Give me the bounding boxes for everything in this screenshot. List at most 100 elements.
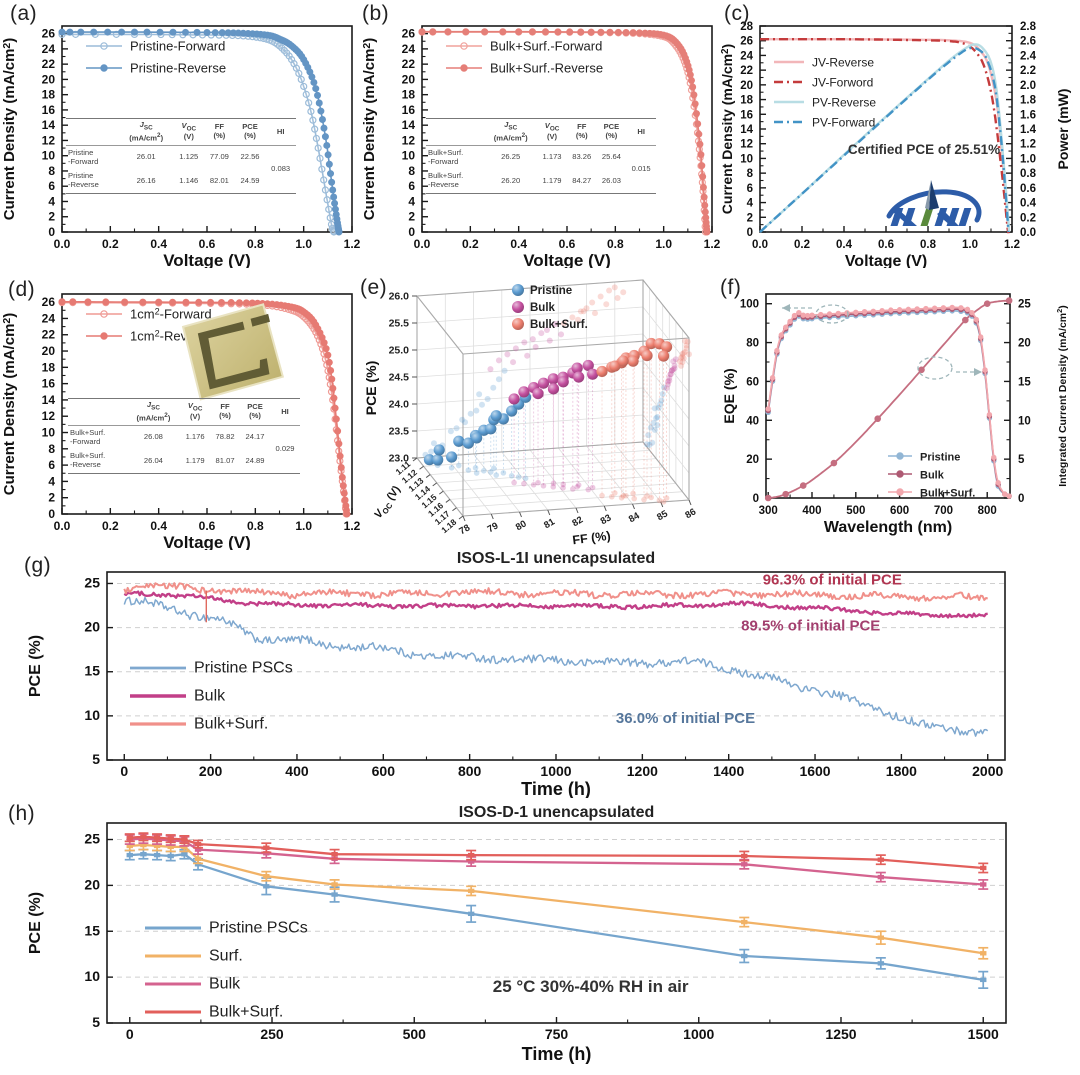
svg-text:60: 60 — [746, 376, 759, 388]
svg-text:0: 0 — [120, 763, 128, 779]
panel-a: (a) 0.0 0.2 0.4 0.6 0.8 1.0 1.2 0 2 4 6 8 10 12 14 16 18… — [0, 0, 360, 268]
svg-text:0.8: 0.8 — [247, 519, 264, 533]
table-cell: 82.01 — [209, 175, 229, 185]
svg-text:24.0: 24.0 — [389, 399, 410, 411]
table-cell: 26.16 — [136, 175, 156, 185]
svg-text:4: 4 — [747, 198, 754, 210]
jv-parameters-table-d: JSC (mA/cm2) VOC (V) FF (%) PCE (%) HI Bulk+Surf.… — [68, 398, 300, 474]
svg-text:1500: 1500 — [968, 1026, 999, 1042]
table-cell: Pristine -Reverse — [68, 171, 99, 190]
table-cell: 26.08 — [143, 432, 163, 442]
svg-text:0.4: 0.4 — [510, 237, 527, 251]
axes: 0.0 0.2 0.4 0.6 0.8 1.0 1.20246810121416182022… — [720, 21, 1071, 268]
svg-text:2.0: 2.0 — [1020, 80, 1036, 92]
series-JV-Forword — [760, 38, 1010, 234]
svg-text:4: 4 — [48, 194, 55, 208]
jv-table: JSC (mA/cm2) VOC (V) FF (%) PCE (%) HI Bulk+Surf.… — [426, 118, 656, 194]
table-header: HI — [626, 118, 656, 147]
svg-text:5: 5 — [92, 751, 100, 767]
table-cell: 1.125 — [179, 152, 199, 162]
panel-h-title: ISOS-D-1 unencapsulated — [458, 804, 655, 821]
series-Pristine — [765, 308, 1012, 499]
table-header: HI — [265, 118, 296, 147]
svg-text:0.8: 0.8 — [607, 237, 624, 251]
series-JV-Reverse — [760, 38, 1011, 233]
panel-f-chart: 300 400 500 600 700 800 0 20 40 60 80 100 0 5 10 15 20 25… — [721, 293, 1069, 536]
svg-text:85: 85 — [655, 508, 670, 523]
svg-text:1.0: 1.0 — [655, 237, 672, 251]
svg-text:0.8: 0.8 — [247, 237, 264, 251]
svg-text:Wavelength (nm): Wavelength (nm) — [824, 519, 952, 536]
table-cell: 78.82 — [215, 432, 235, 442]
panel-g-chart: 0 200 400 600 800 1000 1200 1400 1600 1800 2000 5 10… — [27, 571, 1006, 798]
svg-text:78: 78 — [457, 522, 472, 537]
table-header: VOC (V) — [180, 398, 211, 427]
projections-Bulk — [487, 321, 679, 493]
svg-text:0.0: 0.0 — [414, 237, 431, 251]
svg-text:1800: 1800 — [886, 763, 917, 779]
axes: 300 400 500 600 700 800 0 20 40 60 80 100 0 5 10 15 20 25… — [721, 293, 1069, 536]
svg-text:Current Density (mA/cm2): Current Density (mA/cm2) — [1, 313, 18, 496]
svg-text:Voltage (V): Voltage (V) — [523, 251, 611, 268]
svg-text:6: 6 — [48, 179, 55, 193]
annotations: 96.3% of initial PCE 89.5% of initial PCE… — [616, 571, 902, 727]
series-Pristine PSCs — [123, 596, 989, 737]
svg-text:0.2: 0.2 — [102, 519, 119, 533]
svg-text:20: 20 — [746, 454, 759, 466]
table-header — [426, 118, 485, 147]
svg-text:14: 14 — [740, 124, 753, 136]
svg-text:Pristine PSCs: Pristine PSCs — [209, 920, 308, 937]
svg-text:0.2: 0.2 — [1020, 212, 1036, 224]
svg-text:20: 20 — [740, 80, 753, 92]
svg-text:2: 2 — [747, 212, 753, 224]
svg-text:Bulk+Surf.: Bulk+Surf. — [194, 716, 268, 733]
svg-text:Bulk: Bulk — [530, 302, 556, 314]
series-Pristine-Reverse — [58, 28, 343, 236]
jv-parameters-table-a: JSC (mA/cm2) VOC (V) FF (%) PCE (%) HI Pristine -F… — [66, 118, 296, 194]
svg-text:14: 14 — [402, 118, 416, 132]
svg-text:8: 8 — [408, 164, 415, 178]
svg-text:0.6: 0.6 — [878, 239, 894, 251]
table-cell: 1.146 — [179, 175, 199, 185]
svg-text:26: 26 — [42, 27, 56, 41]
svg-text:24: 24 — [42, 311, 56, 325]
svg-text:80: 80 — [514, 518, 529, 533]
svg-text:0: 0 — [747, 227, 753, 239]
svg-text:200: 200 — [199, 763, 223, 779]
svg-text:Surf.: Surf. — [209, 948, 243, 965]
svg-text:600: 600 — [372, 763, 396, 779]
panel-h-chart: 0 250 500 750 1000 1250 1500 5 10 15 20 25 Time (h) P… — [27, 822, 1007, 1064]
svg-text:1.6: 1.6 — [1020, 109, 1036, 121]
svg-text:PV-Reverse: PV-Reverse — [812, 96, 876, 110]
svg-text:1200: 1200 — [627, 763, 658, 779]
series-Surf. — [124, 839, 989, 960]
svg-text:20: 20 — [84, 876, 100, 892]
condition-annotation: 25 °C 30%-40% RH in air — [493, 977, 689, 996]
legend: Pristine PSCs Bulk Bulk+Surf. — [130, 660, 293, 733]
svg-text:6: 6 — [747, 183, 753, 195]
svg-text:2.4: 2.4 — [1020, 50, 1037, 62]
svg-text:25.5: 25.5 — [389, 318, 410, 330]
svg-text:89.5% of initial PCE: 89.5% of initial PCE — [741, 617, 880, 634]
svg-text:2: 2 — [48, 210, 55, 224]
panel-letter-b: (b) — [362, 2, 390, 25]
svg-text:Pristine-Reverse: Pristine-Reverse — [130, 61, 226, 76]
svg-text:10: 10 — [740, 153, 753, 165]
legend: Bulk+Surf.-Forward Bulk+Surf.-Reverse — [446, 39, 603, 76]
table-cell: 1.179 — [542, 175, 562, 185]
table-cell: 84.27 — [572, 175, 592, 185]
panel-h: (h) ISOS-D-1 unencapsulated 0 250 500 750 10… — [0, 798, 1080, 1075]
svg-text:20: 20 — [402, 72, 416, 86]
svg-text:Pristine PSCs: Pristine PSCs — [194, 660, 293, 677]
panel-a-chart: 0.0 0.2 0.4 0.6 0.8 1.0 1.20246810121416182022… — [1, 25, 360, 268]
svg-text:Bulk+Surf.-Forward: Bulk+Surf.-Forward — [490, 39, 602, 54]
svg-text:83: 83 — [599, 512, 614, 527]
panel-letter-a: (a) — [10, 2, 38, 25]
svg-text:0.6: 0.6 — [199, 237, 216, 251]
svg-text:400: 400 — [285, 763, 309, 779]
panel-f: (f) 300 400 500 600 700 800 0 20 40 60 80 100 0 5 10 15… — [720, 268, 1080, 550]
svg-text:0.2: 0.2 — [462, 237, 479, 251]
panel-letter-c: (c) — [724, 2, 750, 25]
table-cell: 26.20 — [501, 175, 521, 185]
